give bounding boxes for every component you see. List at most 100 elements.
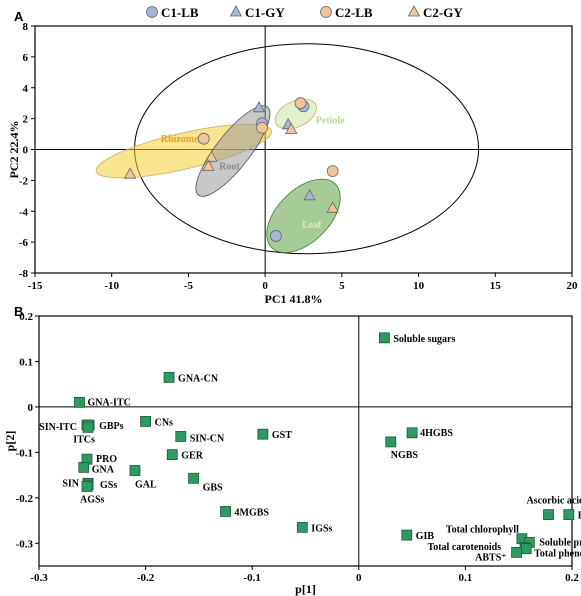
panel-b-plot-frame	[38, 315, 573, 567]
panel-b-x-tick-label: -0.3	[30, 572, 48, 584]
panel-b-x-tick-label: -0.2	[137, 572, 155, 584]
panel-a-x-tick-label: -10	[104, 280, 119, 292]
loading-point-ascorbic-acid	[543, 509, 554, 521]
loading-point-igss	[296, 521, 308, 533]
loading-point-itcs	[82, 421, 94, 433]
loading-label-ngbs: NGBS	[391, 450, 419, 461]
loading-point-total-phenolics	[520, 543, 532, 555]
legend-marker-c2-gy	[407, 5, 421, 17]
panel-a-y-tick-label: 2	[23, 114, 29, 126]
loading-label-itcs: ITCs	[73, 434, 95, 445]
point-c2-gy	[326, 201, 339, 213]
loading-point-gna	[78, 461, 90, 473]
loading-label-gal: GAL	[135, 480, 157, 491]
loading-label-soluble-sugars: Soluble sugars	[393, 334, 455, 345]
panel-a-group-regions: Rhizome Root Petiole Leaf	[95, 43, 480, 255]
group-label-leaf: Leaf	[302, 220, 322, 231]
panel-a-x-axis-label: PC1 41.8%	[265, 292, 323, 306]
point-c2-lb	[197, 132, 210, 145]
loading-label-4mgbs: 4MGBS	[235, 507, 270, 518]
loading-point-gst	[257, 428, 269, 440]
panel-a-y-axis-label: PC2 22.4%	[7, 121, 21, 179]
loading-label-gna: GNA	[92, 464, 115, 475]
loading-label-abts: ABTS⁺	[475, 552, 506, 563]
panel-b-y-tick-label: 0.1	[19, 356, 33, 368]
loading-point-gib	[401, 529, 413, 541]
loading-point-4hgbs	[406, 427, 418, 439]
loading-label-total-carotenoids: Total carotenoids	[427, 542, 501, 553]
panel-a-x-tick-label: 0	[262, 280, 268, 292]
point-c2-lb	[294, 97, 307, 110]
legend-label-c2-gy: C2-GY	[423, 5, 463, 20]
panel-b-axes: -0.3 -0.2 -0.1 0 0.1 0.2 0.2 0.1 0 -0.1 -0.2 -0.3	[16, 311, 580, 584]
loading-point-frap	[563, 509, 575, 521]
panel-a-x-tick-label: 10	[413, 280, 425, 292]
group-region-leaf	[266, 178, 341, 254]
legend-label-c2-lb: C2-LB	[335, 5, 373, 20]
panel-b-x-axis-label: p[1]	[295, 582, 316, 596]
loading-label-gbs: GBS	[203, 482, 223, 493]
loading-label-gib: GIB	[416, 531, 435, 542]
point-c2-gy	[202, 159, 215, 171]
panel-a-x-tick-label: -5	[184, 280, 194, 292]
point-c2-lb	[256, 121, 268, 134]
loading-label-gna-cn: GNA-CN	[178, 373, 219, 384]
group-label-rhizome: Rhizome	[161, 134, 199, 145]
group-label-petiole: Petiole	[316, 115, 345, 126]
panel-b-letter: B	[14, 304, 23, 319]
panel-a-x-tick-label: 5	[339, 280, 345, 292]
loading-label-gbps: GBPs	[99, 421, 124, 432]
loading-label-frap: FRAP	[578, 511, 581, 522]
loading-point-sin-cn	[175, 431, 187, 442]
legend-label-c1-gy: C1-GY	[245, 5, 285, 20]
panel-b-x-tick-label: 0.2	[565, 572, 579, 584]
panel-a-x-tick-label: 15	[490, 280, 502, 292]
group-region-petiole	[274, 98, 317, 130]
panel-b-y-tick-label: -0.1	[16, 447, 33, 459]
loading-point-4mgbs	[220, 506, 231, 517]
panel-a-legend: C1-LB C1-GY C2-LB C2-GY	[146, 5, 463, 20]
loading-label-total-chlorophyll: Total chlorophyll	[446, 525, 519, 536]
point-c2-gy	[205, 150, 218, 162]
panel-a-x-tick-label: -15	[28, 280, 43, 292]
loading-point-ger	[166, 449, 178, 461]
panel-a-letter: A	[14, 9, 24, 24]
panel-b-x-tick-label: 0	[356, 572, 362, 584]
panel-b-y-tick-label: 0	[28, 402, 34, 414]
loading-label-sin: SIN	[62, 478, 79, 489]
point-c1-gy	[303, 188, 316, 201]
loading-label-gna-itc: GNA-ITC	[88, 397, 131, 408]
panel-b-y-axis-label: p[2]	[3, 431, 17, 452]
loading-label-ascorbic-acid: Ascorbic acid	[527, 496, 581, 507]
panel-b-x-tick-label: 0.1	[459, 572, 473, 584]
panel-b-points: Soluble sugars GNA-CN GNA-ITC SIN-ITC GBPs IT…	[39, 332, 581, 563]
loading-point-abts	[511, 546, 522, 558]
loading-label-pro: PRO	[96, 454, 117, 465]
legend-label-c1-lb: C1-LB	[161, 5, 199, 20]
loading-point-gal	[129, 465, 141, 476]
loading-point-ngbs	[385, 436, 397, 448]
panel-a-score-plot: A C1-LB C1-GY C2-LB C2-GY -15 -10 -5 0 5 10 15 20 8…	[7, 5, 578, 306]
loading-label-sin-itc: SIN-ITC	[39, 422, 77, 433]
legend-marker-c2-lb	[320, 6, 332, 18]
panel-a-x-tick-label: 20	[567, 280, 579, 292]
loading-label-ger: GER	[181, 451, 203, 462]
panel-b-loading-plot: B -0.3 -0.2 -0.1 0 0.1 0.20.20.10-0.1-0.2-0.3…	[3, 304, 581, 596]
loading-label-igss: IGSs	[311, 523, 332, 534]
point-c2-gy	[285, 122, 298, 134]
panel-b-y-tick-label: -0.2	[16, 493, 34, 505]
loading-label-soluble-protein: Soluble protein	[539, 537, 581, 548]
panel-b-x-tick-label: -0.1	[243, 572, 260, 584]
loading-point-agss	[81, 481, 93, 492]
loading-point-gna-cn	[163, 371, 175, 383]
point-c2-lb	[326, 165, 339, 178]
legend-marker-c1-gy	[229, 5, 243, 17]
loading-label-total-phenolics: Total phenolics	[534, 549, 581, 560]
loading-label-sin-cn: SIN-CN	[190, 433, 225, 444]
panel-b-y-tick-label: -0.3	[16, 538, 34, 550]
loading-point-cns	[140, 416, 152, 427]
loading-label-gst: GST	[272, 430, 292, 441]
panel-a-y-tick-label: 8	[23, 21, 29, 33]
panel-a-y-tick-label: 4	[23, 83, 29, 95]
